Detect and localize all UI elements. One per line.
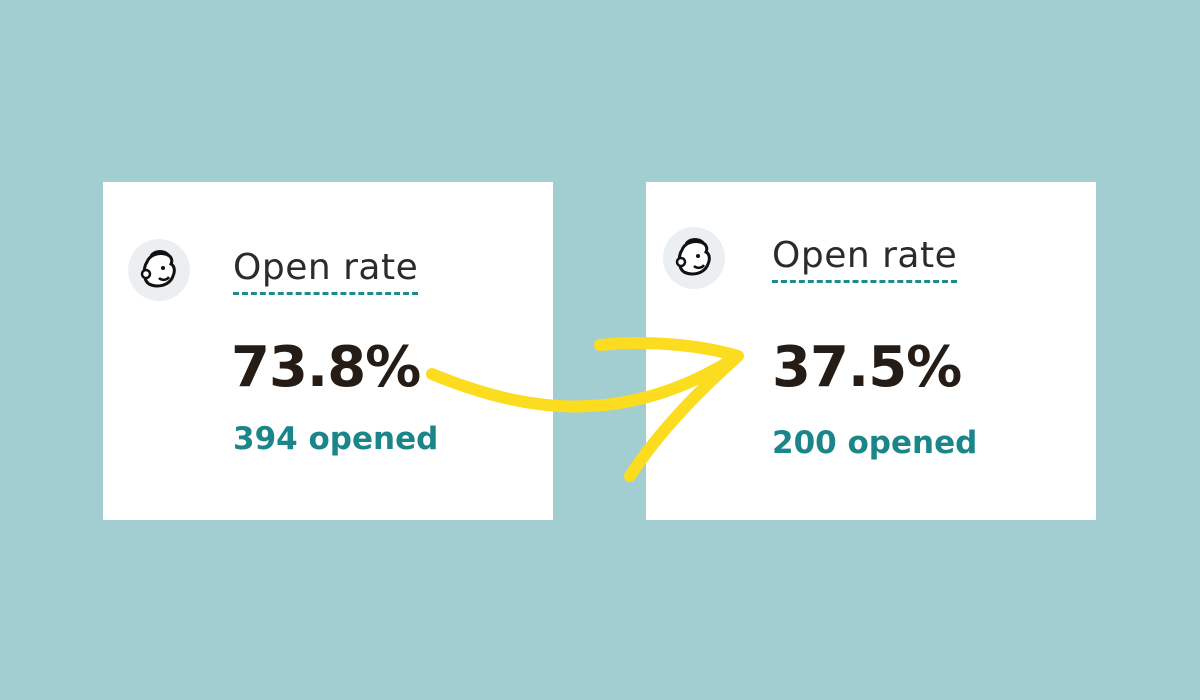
stat-card: Open rate 37.5% 200 opened	[646, 182, 1096, 520]
brand-icon	[128, 239, 190, 301]
brand-icon	[663, 227, 725, 289]
stat-card: Open rate 73.8% 394 opened	[103, 182, 553, 520]
metric-value: 37.5%	[772, 335, 962, 400]
metric-label: Open rate	[233, 250, 419, 295]
metric-detail: 394 opened	[233, 421, 439, 457]
metric-detail: 200 opened	[772, 425, 978, 461]
metric-label: Open rate	[772, 238, 958, 283]
metric-value: 73.8%	[231, 335, 421, 400]
